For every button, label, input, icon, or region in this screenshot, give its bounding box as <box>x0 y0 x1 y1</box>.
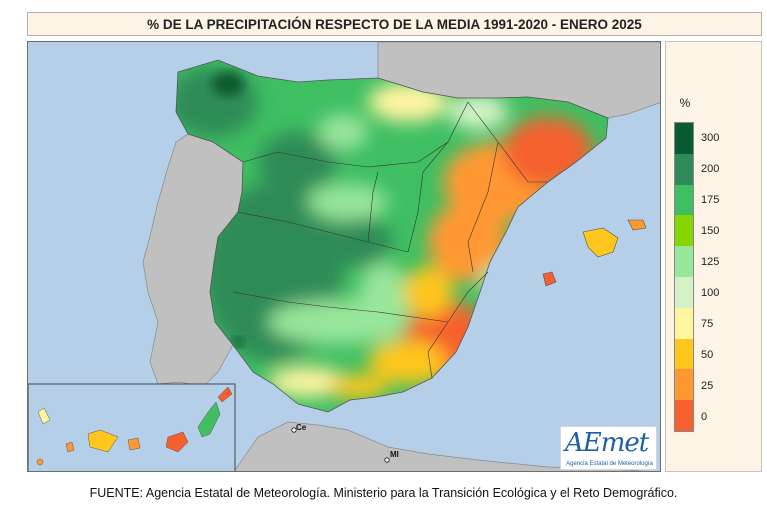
legend-label: 25 <box>701 379 714 392</box>
legend-swatch <box>675 246 693 277</box>
map-svg: Ce Ml <box>28 42 660 471</box>
aemet-logo-subtitle: Agencia Estatal de Meteorología <box>566 461 653 467</box>
city-marker-ceuta: Ce <box>291 423 307 433</box>
region-boundaries <box>232 101 548 379</box>
legend-panel: % 300 200 175 150 125 100 75 50 25 0 <box>665 41 762 472</box>
legend-swatch <box>675 369 693 401</box>
legend-label: 125 <box>701 255 720 268</box>
source-note: FUENTE: Agencia Estatal de Meteorología.… <box>89 486 678 500</box>
spain-outline <box>175 59 609 413</box>
spain-precipitation <box>176 60 608 412</box>
legend-label: 150 <box>701 224 720 237</box>
legend-swatch <box>675 123 693 154</box>
svg-text:Ce: Ce <box>296 423 307 432</box>
legend-label: 75 <box>701 317 714 330</box>
city-marker-melilla: Ml <box>384 450 399 463</box>
legend-label: 200 <box>701 162 720 175</box>
legend-swatch <box>675 276 693 308</box>
balearic-islands <box>542 219 647 287</box>
legend-label: 175 <box>701 193 720 206</box>
legend-swatch <box>675 184 693 216</box>
legend-label: 0 <box>701 410 708 423</box>
africa-land <box>233 421 644 471</box>
legend-swatch <box>675 215 693 247</box>
aemet-logo-word: AEmet <box>565 428 649 458</box>
legend-swatch <box>675 400 693 431</box>
aemet-logo: AEmet Agencia Estatal de Meteorología <box>560 426 657 470</box>
legend-label: 50 <box>701 348 714 361</box>
legend-color-bar <box>674 122 694 432</box>
legend-swatch <box>675 338 693 370</box>
precipitation-map: Ce Ml <box>27 41 661 472</box>
legend-swatch <box>675 153 693 185</box>
legend-label: 300 <box>701 131 720 144</box>
canary-inset <box>28 383 236 471</box>
map-title: % DE LA PRECIPITACIÓN RESPECTO DE LA MED… <box>27 12 762 36</box>
legend-unit: % <box>679 96 691 110</box>
legend-swatch <box>675 307 693 339</box>
legend-label: 100 <box>701 286 720 299</box>
svg-text:Ml: Ml <box>390 450 399 459</box>
